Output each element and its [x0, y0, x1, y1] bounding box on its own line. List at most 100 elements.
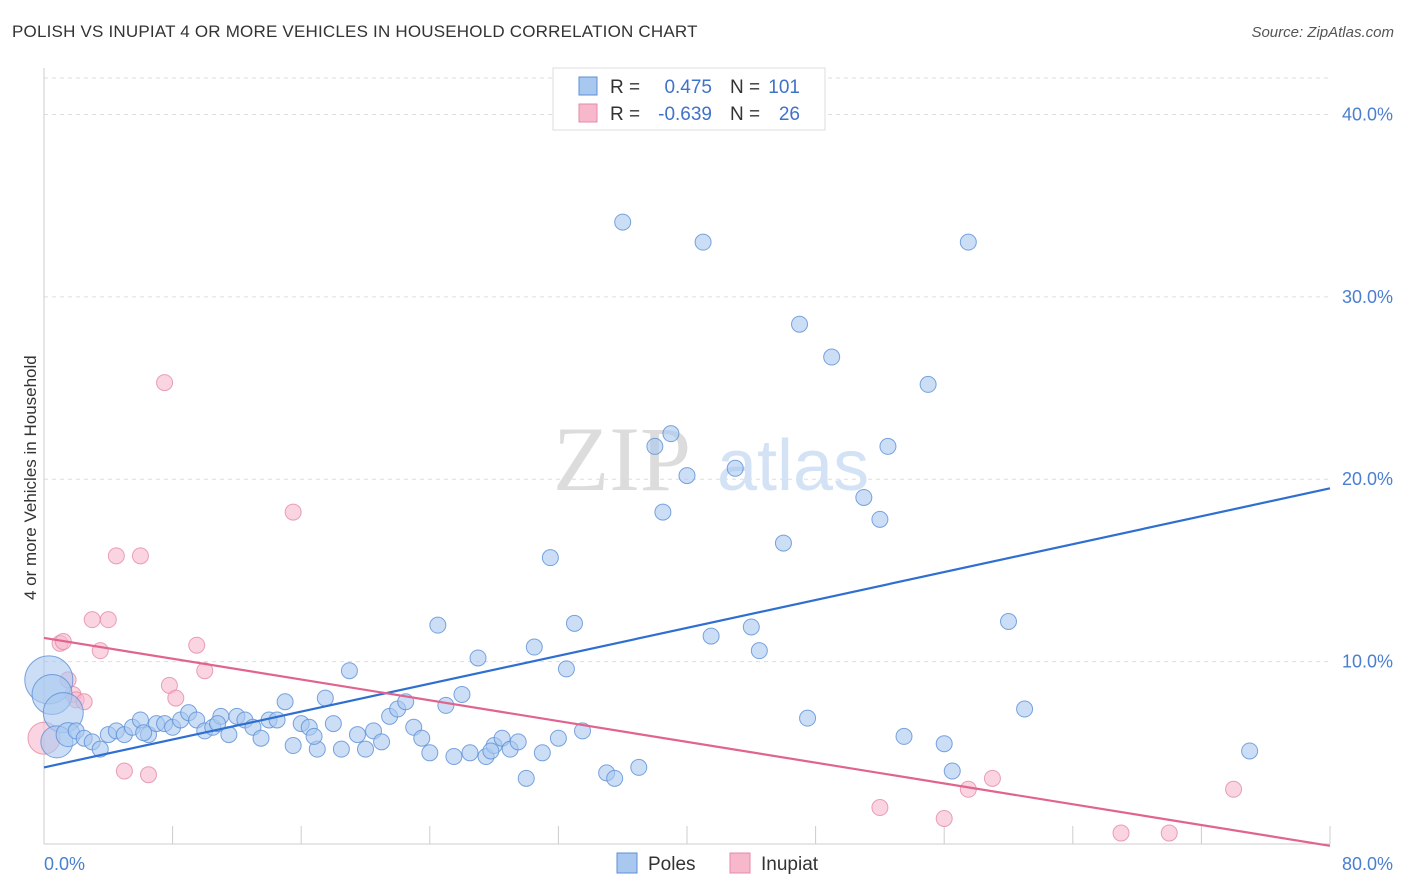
legend-swatch-poles: [578, 76, 598, 96]
poles-point: [549, 729, 567, 747]
y-tick-label: 30.0%: [1342, 287, 1393, 307]
poles-point: [373, 733, 391, 751]
inupiat-point: [99, 611, 117, 629]
grid: [44, 77, 1330, 663]
poles-point: [482, 742, 500, 760]
y-tick-label: 10.0%: [1342, 652, 1393, 672]
poles-point: [646, 437, 664, 455]
inupiat-point: [115, 762, 133, 780]
poles-point: [316, 689, 334, 707]
watermark-zip: ZIP: [553, 408, 691, 510]
poles-point: [606, 769, 624, 787]
poles-point: [678, 467, 696, 485]
legend-bottom: Poles Inupiat: [616, 852, 819, 875]
poles-point: [943, 762, 961, 780]
legend-inupiat-n-value: 26: [779, 104, 800, 125]
poles-point: [1241, 742, 1259, 760]
poles-point: [348, 726, 366, 744]
poles-point: [413, 729, 431, 747]
inupiat-point: [196, 662, 214, 680]
poles-point: [702, 627, 720, 645]
poles-point: [284, 737, 302, 755]
poles-point: [541, 549, 559, 567]
legend-top: R = 0.475 N = 101 R = -0.639 N = 26: [552, 67, 826, 131]
poles-point: [879, 437, 897, 455]
legend-poles-n-label: N =: [730, 77, 760, 98]
x-tick-label-min: 0.0%: [44, 854, 85, 874]
poles-point: [324, 715, 342, 733]
legend-bottom-inupiat: Inupiat: [761, 854, 819, 875]
legend-swatch-inupiat: [578, 103, 598, 123]
legend-inupiat-n-label: N =: [730, 104, 760, 125]
legend-bottom-poles: Poles: [648, 854, 696, 875]
poles-point: [445, 747, 463, 765]
legend-bottom-swatch-poles: [616, 852, 638, 874]
trend-lines: [43, 487, 1331, 847]
poles-point: [630, 758, 648, 776]
legend-bottom-swatch-inupiat: [729, 852, 751, 874]
poles-point: [437, 696, 455, 714]
inupiat-point: [983, 769, 1001, 787]
poles-point: [533, 744, 551, 762]
inupiat-point: [188, 636, 206, 654]
poles-point: [135, 724, 153, 742]
poles-point: [895, 727, 913, 745]
legend-poles-n-value: 101: [768, 77, 800, 98]
poles-point: [919, 375, 937, 393]
poles-point: [614, 213, 632, 231]
poles-point: [509, 733, 527, 751]
legend-inupiat-r-label: R =: [610, 104, 640, 125]
poles-point: [209, 715, 227, 733]
y-axis-label: 4 or more Vehicles in Household: [21, 355, 40, 600]
poles-point: [823, 348, 841, 366]
inupiat-point: [83, 611, 101, 629]
inupiat-point: [107, 547, 125, 565]
poles-point: [726, 459, 744, 477]
poles-point: [252, 729, 270, 747]
poles-point: [565, 614, 583, 632]
poles-point: [332, 740, 350, 758]
poles-point: [525, 638, 543, 656]
y-tick-label: 40.0%: [1342, 104, 1393, 124]
poles-point: [461, 744, 479, 762]
poles-point: [557, 660, 575, 678]
inupiat-point: [1160, 824, 1178, 842]
inupiat-trend-line: [43, 636, 1331, 847]
x-tick-label-max: 80.0%: [1342, 854, 1393, 874]
poles-point: [654, 503, 672, 521]
legend-poles-r-value: 0.475: [664, 77, 712, 98]
legend-box: [552, 67, 826, 131]
poles-point: [469, 649, 487, 667]
inupiat-point: [871, 799, 889, 817]
poles-point: [1016, 700, 1034, 718]
poles-point: [268, 711, 286, 729]
poles-point: [453, 685, 471, 703]
y-tick-label: 20.0%: [1342, 469, 1393, 489]
poles-point: [855, 488, 873, 506]
legend-poles-r-label: R =: [610, 77, 640, 98]
poles-point: [305, 727, 323, 745]
poles-point: [694, 233, 712, 251]
inupiat-point: [284, 503, 302, 521]
poles-point: [574, 722, 592, 740]
poles-point: [662, 425, 680, 443]
inupiat-point: [935, 809, 953, 827]
poles-point: [1000, 612, 1017, 630]
legend-inupiat-r-value: -0.639: [658, 104, 712, 125]
poles-point: [750, 642, 768, 660]
poles-point: [421, 744, 439, 762]
inupiat-point: [1225, 780, 1243, 798]
chart-title: POLISH VS INUPIAT 4 OR MORE VEHICLES IN …: [12, 22, 698, 41]
inupiat-point: [167, 689, 185, 707]
poles-point: [276, 693, 294, 711]
poles-point: [774, 534, 792, 552]
poles-point: [340, 662, 358, 680]
poles-point: [871, 510, 889, 528]
poles-point: [959, 233, 977, 251]
poles-point: [429, 616, 447, 634]
inupiat-point: [131, 547, 149, 565]
poles-points: [24, 213, 1259, 787]
tick-labels: 10.0% 20.0% 30.0% 40.0% 0.0% 80.0%: [44, 104, 1393, 874]
poles-point: [935, 735, 953, 753]
